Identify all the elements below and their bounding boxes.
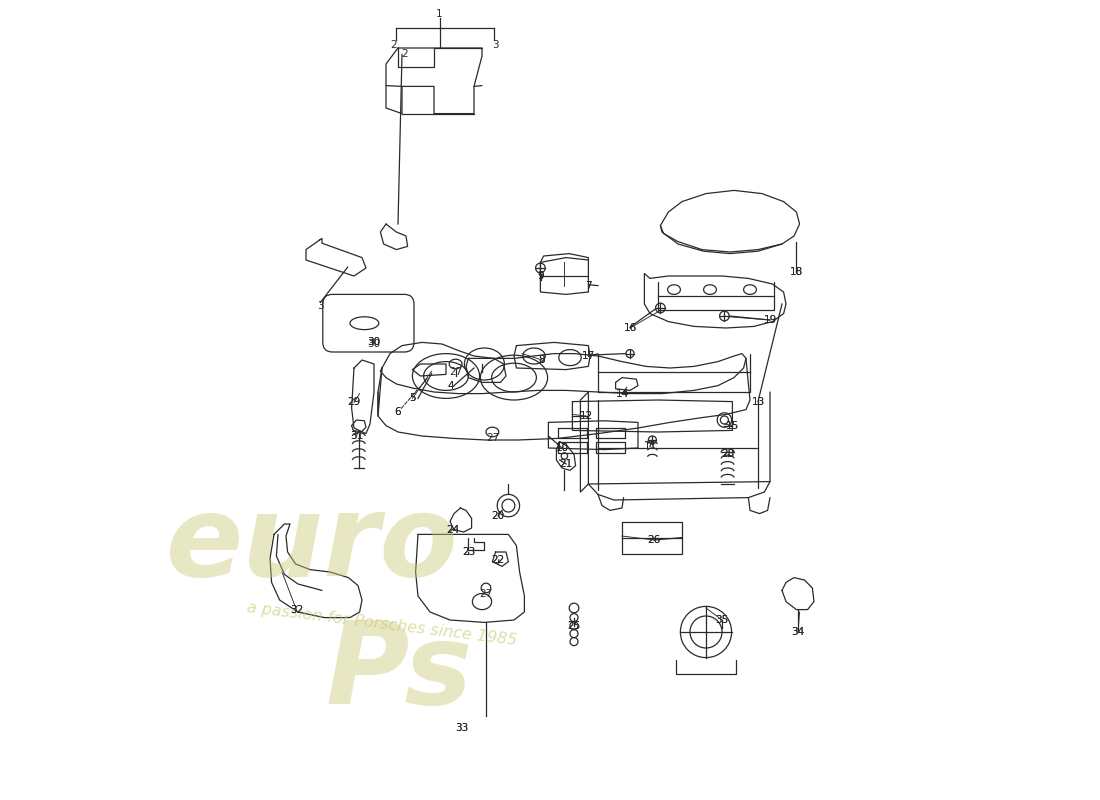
Text: 12: 12: [580, 411, 593, 421]
Text: 34: 34: [791, 627, 804, 637]
Text: 26: 26: [648, 535, 661, 545]
Text: 21: 21: [560, 459, 573, 469]
Text: 35: 35: [715, 615, 728, 625]
Text: 30: 30: [367, 337, 381, 346]
Text: 35: 35: [715, 615, 728, 625]
Text: 3: 3: [493, 40, 499, 50]
Text: 31: 31: [350, 431, 363, 441]
Text: 10: 10: [556, 443, 569, 453]
Text: a passion for Porsches since 1985: a passion for Porsches since 1985: [246, 600, 518, 648]
Text: 31: 31: [350, 431, 363, 441]
Text: 15: 15: [726, 421, 739, 430]
Text: 1: 1: [437, 10, 443, 19]
Text: 8: 8: [539, 355, 546, 365]
Text: 23: 23: [462, 547, 475, 557]
Text: 32: 32: [289, 605, 302, 614]
Text: 18: 18: [790, 267, 803, 277]
Text: 9: 9: [537, 271, 543, 281]
Text: 18: 18: [790, 267, 803, 277]
Text: 12: 12: [580, 411, 593, 421]
Text: 13: 13: [751, 397, 764, 406]
Text: 30: 30: [367, 337, 381, 346]
Text: 24: 24: [446, 525, 459, 534]
Text: 19: 19: [763, 315, 777, 325]
Text: 7: 7: [585, 281, 592, 290]
Text: 30: 30: [367, 339, 381, 349]
Text: 16: 16: [624, 323, 637, 333]
Text: 34: 34: [791, 627, 804, 637]
Text: 33: 33: [455, 723, 469, 733]
Text: 5: 5: [409, 394, 416, 403]
Text: 29: 29: [348, 398, 361, 407]
Text: 21: 21: [560, 459, 573, 469]
Text: 27: 27: [486, 434, 499, 443]
Text: 17: 17: [582, 351, 595, 361]
Text: 32: 32: [289, 605, 302, 614]
Text: 25: 25: [568, 621, 581, 630]
Text: 10: 10: [556, 443, 569, 453]
Text: 4: 4: [448, 382, 454, 391]
Text: Ps: Ps: [326, 617, 473, 727]
Text: 27: 27: [449, 367, 462, 377]
Text: 22: 22: [492, 555, 505, 565]
Text: 29: 29: [348, 398, 361, 407]
Text: 7: 7: [585, 281, 592, 290]
Text: 15: 15: [726, 421, 739, 430]
Text: 17: 17: [582, 351, 595, 361]
Text: 22: 22: [492, 555, 505, 565]
Text: 25: 25: [568, 621, 581, 630]
Text: 23: 23: [462, 547, 475, 557]
Text: 6: 6: [395, 407, 402, 417]
Text: 4: 4: [448, 382, 454, 391]
Text: 2: 2: [402, 50, 408, 59]
Text: 3: 3: [317, 301, 323, 310]
Text: 11: 11: [644, 442, 657, 451]
Text: 11: 11: [644, 442, 657, 451]
Text: 24: 24: [446, 525, 459, 534]
Text: 9: 9: [537, 271, 543, 281]
Text: 20: 20: [492, 511, 505, 521]
Text: 19: 19: [763, 315, 777, 325]
Text: 28: 28: [720, 450, 734, 459]
Text: 20: 20: [492, 511, 505, 521]
Text: 5: 5: [409, 394, 416, 403]
Text: 14: 14: [615, 389, 628, 398]
Text: 26: 26: [648, 535, 661, 545]
Text: 14: 14: [615, 389, 628, 398]
Text: 28: 28: [720, 450, 734, 459]
FancyBboxPatch shape: [322, 294, 414, 352]
Text: 13: 13: [751, 397, 764, 406]
Text: 6: 6: [395, 407, 402, 417]
Text: 33: 33: [455, 723, 469, 733]
Text: 27: 27: [480, 589, 493, 598]
Text: 8: 8: [539, 355, 546, 365]
Text: 2: 2: [390, 40, 397, 50]
Text: 16: 16: [624, 323, 637, 333]
Text: euro: euro: [166, 489, 459, 599]
